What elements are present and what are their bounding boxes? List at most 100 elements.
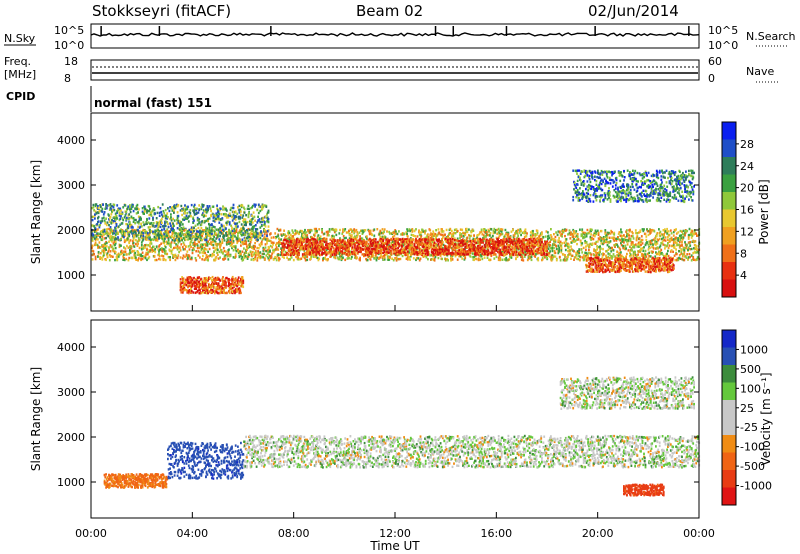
freq-label: Freq. [4,55,31,68]
heatmap-cell [677,258,680,262]
heatmap-cell [235,229,238,232]
heatmap-cell [219,228,222,231]
heatmap-cell [354,251,357,255]
heatmap-cell [425,256,428,259]
heatmap-cell [695,245,698,248]
heatmap-cell [173,246,175,250]
heatmap-cell [596,229,599,232]
heatmap-cell [299,244,302,247]
heatmap-cell [190,245,192,249]
heatmap-cell [171,248,174,251]
heatmap-cell [643,254,646,258]
heatmap-cell [441,248,444,251]
heatmap-cell [131,256,133,260]
heatmap-cell [608,245,610,249]
heatmap-cell [482,241,484,244]
heatmap-cell [309,251,312,254]
heatmap-cell [607,248,610,251]
heatmap-cell [269,255,271,258]
heatmap-cell [307,237,309,241]
heatmap-cell [296,252,299,255]
heatmap-cell [289,258,291,261]
heatmap-cell [99,252,102,255]
heatmap-cell [99,245,102,249]
heatmap-cell [611,247,613,250]
heatmap-cell [500,228,502,231]
heatmap-cell [439,251,441,254]
heatmap-cell [371,253,374,256]
heatmap-cell [695,251,698,254]
heatmap-cell [440,246,443,249]
heatmap-cell [133,256,136,260]
heatmap-cell [135,258,138,261]
heatmap-cell [128,252,131,256]
heatmap-cell [441,241,444,244]
heatmap-cell [97,251,100,254]
heatmap-cell [516,232,519,235]
heatmap-cell [406,253,409,256]
heatmap-cell [114,246,117,250]
heatmap-cell [555,245,557,248]
heatmap-cell [589,242,592,246]
heatmap-cell [260,240,263,243]
heatmap-cell [304,233,306,236]
heatmap-cell [672,240,675,243]
heatmap-cell [211,255,213,258]
heatmap-cell [589,237,592,240]
heatmap-cell [151,248,154,251]
heatmap-cell [228,240,230,243]
heatmap-cell [488,244,491,247]
heatmap-cell [335,228,338,231]
heatmap-cell [472,252,475,255]
heatmap-cell [345,253,348,256]
heatmap-cell [693,247,695,250]
heatmap-cell [106,252,109,255]
heatmap-cell [530,255,533,259]
heatmap-cell [169,256,171,259]
heatmap-cell [147,257,150,260]
heatmap-cell [182,241,185,244]
heatmap-cell [419,247,422,251]
heatmap-cell [437,253,440,256]
heatmap-cell [217,257,220,260]
heatmap-cell [581,229,584,233]
heatmap-cell [630,254,633,257]
heatmap-cell [631,249,633,252]
heatmap-cell [137,252,140,255]
heatmap-cell [551,254,554,257]
heatmap-cell [579,228,581,231]
heatmap-cell [251,250,254,254]
heatmap-cell [667,258,669,261]
heatmap-cell [406,237,408,241]
heatmap-cell [144,255,147,258]
heatmap-cell [169,249,171,253]
heatmap-cell [285,234,288,238]
heatmap-cell [570,257,572,260]
heatmap-cell [320,248,323,251]
heatmap-cell [136,253,139,256]
heatmap-cell [355,238,358,242]
heatmap-cell [412,238,414,242]
heatmap-cell [263,258,266,261]
heatmap-cell [137,257,140,260]
heatmap-cell [316,229,318,233]
heatmap-cell [297,238,300,241]
heatmap-cell [240,257,243,260]
heatmap-cell [299,242,302,246]
heatmap-cell [245,240,247,243]
heatmap-cell [317,234,320,237]
heatmap-cell [298,232,300,236]
heatmap-cell [343,229,346,232]
heatmap-cell [137,250,139,254]
heatmap-cell [523,241,525,244]
heatmap-cell [377,242,380,245]
heatmap-cell [434,248,437,252]
heatmap-cell [515,248,518,252]
heatmap-cell [483,256,486,259]
heatmap-cell [102,245,104,249]
heatmap-cell [434,255,437,259]
heatmap-cell [560,246,563,249]
heatmap-cell [190,240,192,244]
heatmap-cell [263,233,266,236]
heatmap-cell [573,258,575,261]
